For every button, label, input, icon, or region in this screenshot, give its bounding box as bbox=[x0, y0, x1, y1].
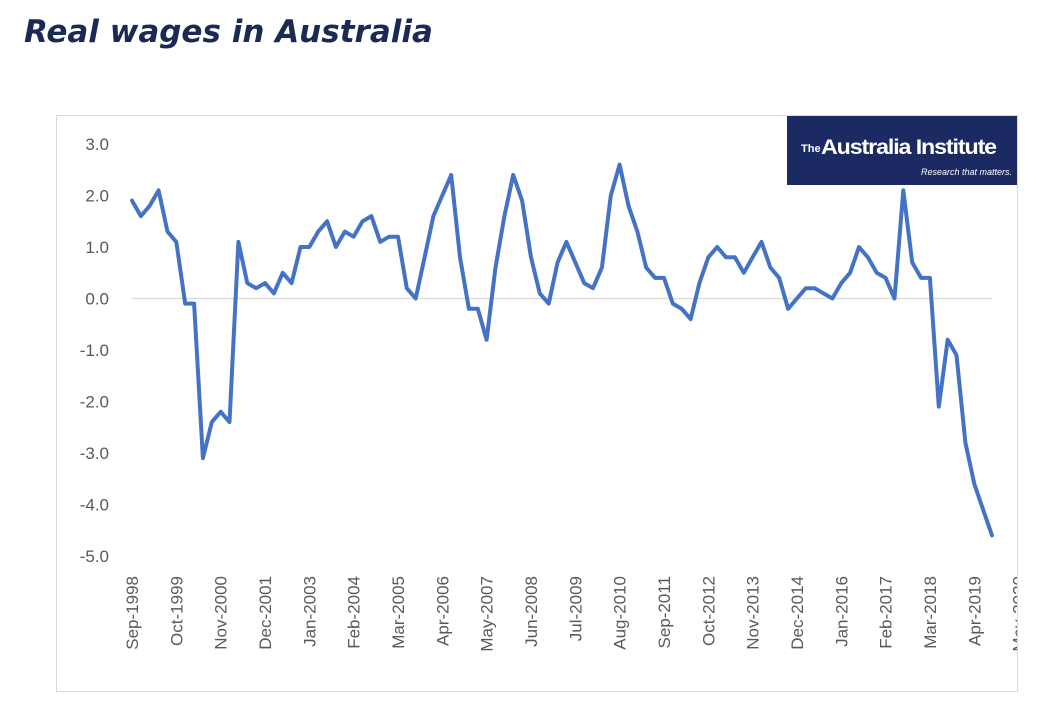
page-title: Real wages in Australia bbox=[24, 14, 433, 50]
x-tick-label: Jan-2003 bbox=[300, 576, 319, 647]
y-tick-label: 1.0 bbox=[85, 238, 109, 257]
x-tick-label: Jun-2008 bbox=[522, 576, 541, 647]
chart-frame: 3.0 2.0 1.0 0.0 -1.0 -2.0 -3.0 -4.0 -5.0 Sep-199… bbox=[56, 115, 1018, 692]
logo-background bbox=[787, 116, 1017, 185]
x-tick-label: May-2020 bbox=[1010, 576, 1017, 652]
x-tick-label: Apr-2006 bbox=[433, 576, 452, 646]
y-tick-label: 0.0 bbox=[85, 290, 109, 309]
series-line bbox=[130, 162, 994, 538]
x-tick-label: Nov-2013 bbox=[744, 576, 763, 650]
x-tick-label: Mar-2005 bbox=[389, 576, 408, 649]
x-tick-label: Jul-2009 bbox=[566, 576, 585, 641]
line-chart: 3.0 2.0 1.0 0.0 -1.0 -2.0 -3.0 -4.0 -5.0 Sep-199… bbox=[80, 116, 1017, 652]
y-tick-label: -1.0 bbox=[80, 341, 109, 360]
x-tick-label: Mar-2018 bbox=[921, 576, 940, 649]
y-axis: 3.0 2.0 1.0 0.0 -1.0 -2.0 -3.0 -4.0 -5.0 bbox=[80, 135, 109, 566]
x-tick-label: Sep-1998 bbox=[123, 576, 142, 650]
x-tick-label: Feb-2017 bbox=[877, 576, 896, 649]
x-tick-label: Nov-2000 bbox=[212, 576, 231, 650]
x-tick-label: Dec-2001 bbox=[256, 576, 275, 650]
y-tick-label: -5.0 bbox=[80, 547, 109, 566]
y-tick-label: -4.0 bbox=[80, 496, 109, 515]
x-tick-label: Oct-2012 bbox=[699, 576, 718, 646]
x-tick-label: Aug-2010 bbox=[611, 576, 630, 650]
logo-tagline: Research that matters. bbox=[921, 167, 1012, 177]
logo: The Australia Institute Research that ma… bbox=[787, 116, 1017, 185]
logo-name: Australia Institute bbox=[821, 136, 996, 159]
x-tick-label: Apr-2019 bbox=[965, 576, 984, 646]
logo-prefix: The bbox=[801, 143, 821, 155]
y-tick-label: 2.0 bbox=[85, 187, 109, 206]
x-tick-label: Oct-1999 bbox=[167, 576, 186, 646]
y-tick-label: -3.0 bbox=[80, 444, 109, 463]
x-tick-label: Feb-2004 bbox=[345, 576, 364, 649]
x-tick-label: May-2007 bbox=[478, 576, 497, 652]
x-tick-label: Dec-2014 bbox=[788, 576, 807, 650]
y-tick-label: -2.0 bbox=[80, 393, 109, 412]
x-axis: Sep-1998 Oct-1999 Nov-2000 Dec-2001 Jan-2003… bbox=[123, 576, 1017, 652]
x-tick-label: Jan-2016 bbox=[832, 576, 851, 647]
series-group bbox=[130, 162, 994, 538]
y-tick-label: 3.0 bbox=[85, 135, 109, 154]
x-tick-label: Sep-2011 bbox=[655, 576, 674, 648]
